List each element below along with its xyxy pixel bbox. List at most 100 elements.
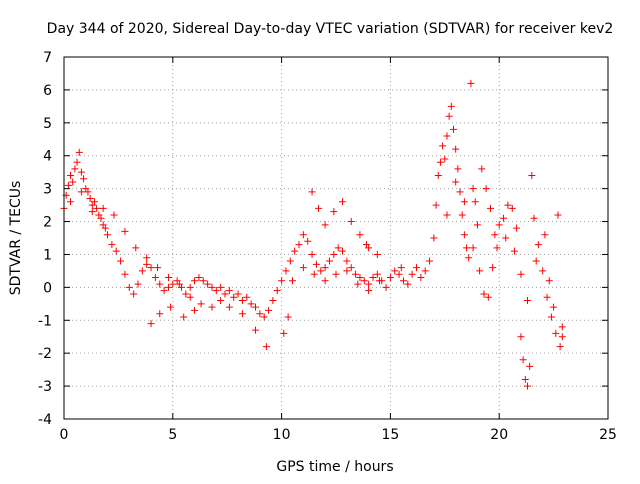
y-tick-label: -3 — [38, 379, 52, 395]
data-point — [356, 231, 364, 239]
data-point — [104, 231, 112, 239]
grid — [64, 57, 608, 419]
data-points — [60, 79, 566, 390]
data-point — [528, 171, 536, 179]
data-point — [112, 247, 120, 255]
data-point — [523, 382, 531, 390]
data-point — [434, 171, 442, 179]
data-point — [288, 277, 296, 285]
data-point — [436, 158, 444, 166]
data-point — [413, 264, 421, 272]
data-point — [97, 214, 105, 222]
data-point — [71, 165, 79, 173]
x-tick-label: 0 — [60, 427, 69, 443]
data-point — [513, 224, 521, 232]
data-point — [99, 204, 107, 212]
data-point — [75, 148, 83, 156]
data-point — [330, 208, 338, 216]
data-point — [154, 264, 162, 272]
data-point — [395, 270, 403, 278]
data-point — [84, 188, 92, 196]
data-point — [356, 273, 364, 281]
y-tick-label: -1 — [38, 313, 52, 329]
data-point — [330, 250, 338, 258]
data-point — [360, 277, 368, 285]
data-point — [365, 280, 373, 288]
data-point — [199, 277, 207, 285]
y-tick-label: 3 — [43, 182, 52, 198]
data-point — [90, 198, 98, 206]
data-point — [121, 227, 129, 235]
data-point — [147, 264, 155, 272]
data-point — [456, 188, 464, 196]
data-point — [373, 270, 381, 278]
data-point — [558, 333, 566, 341]
data-point — [130, 290, 138, 298]
data-point — [195, 273, 203, 281]
data-point — [217, 283, 225, 291]
data-point — [308, 188, 316, 196]
data-point — [343, 257, 351, 265]
data-point — [175, 280, 183, 288]
data-point — [295, 241, 303, 249]
data-point — [504, 201, 512, 209]
data-point — [243, 293, 251, 301]
data-point — [450, 125, 458, 133]
data-point — [517, 333, 525, 341]
data-point — [143, 254, 151, 262]
data-point — [447, 102, 455, 110]
data-point — [452, 145, 460, 153]
y-tick-label: 4 — [43, 149, 52, 165]
data-point — [151, 273, 159, 281]
data-point — [443, 132, 451, 140]
y-tick-label: -4 — [38, 412, 52, 428]
data-point — [489, 264, 497, 272]
data-point — [491, 231, 499, 239]
data-point — [225, 287, 233, 295]
data-point — [77, 168, 85, 176]
data-point — [182, 290, 190, 298]
data-point — [191, 306, 199, 314]
data-point — [143, 260, 151, 268]
y-tick-label: 5 — [43, 116, 52, 132]
data-point — [541, 231, 549, 239]
data-point — [397, 264, 405, 272]
data-point — [138, 267, 146, 275]
data-point — [354, 280, 362, 288]
data-point — [121, 270, 129, 278]
data-point — [299, 264, 307, 272]
data-point — [251, 303, 259, 311]
data-point — [321, 221, 329, 229]
y-axis-label: SDTVAR / TECUs — [8, 181, 24, 296]
data-point — [545, 277, 553, 285]
data-point — [471, 198, 479, 206]
y-tick-label: 2 — [43, 215, 52, 231]
data-point — [317, 267, 325, 275]
data-point — [552, 329, 560, 337]
data-point — [67, 171, 75, 179]
data-point — [147, 320, 155, 328]
data-point — [315, 204, 323, 212]
data-point — [186, 293, 194, 301]
data-point — [321, 264, 329, 272]
data-point — [134, 280, 142, 288]
y-tick-label: 6 — [43, 83, 52, 99]
data-point — [186, 283, 194, 291]
data-point — [430, 234, 438, 242]
data-point — [373, 250, 381, 258]
data-point — [256, 310, 264, 318]
data-point — [554, 211, 562, 219]
data-point — [493, 244, 501, 252]
data-point — [480, 290, 488, 298]
y-tick-label: 0 — [43, 280, 52, 296]
x-tick-label: 25 — [599, 427, 617, 443]
data-point — [458, 211, 466, 219]
data-point — [221, 290, 229, 298]
data-point — [339, 247, 347, 255]
data-point — [495, 221, 503, 229]
x-tick-label: 10 — [273, 427, 291, 443]
data-point — [251, 326, 259, 334]
data-point — [532, 257, 540, 265]
